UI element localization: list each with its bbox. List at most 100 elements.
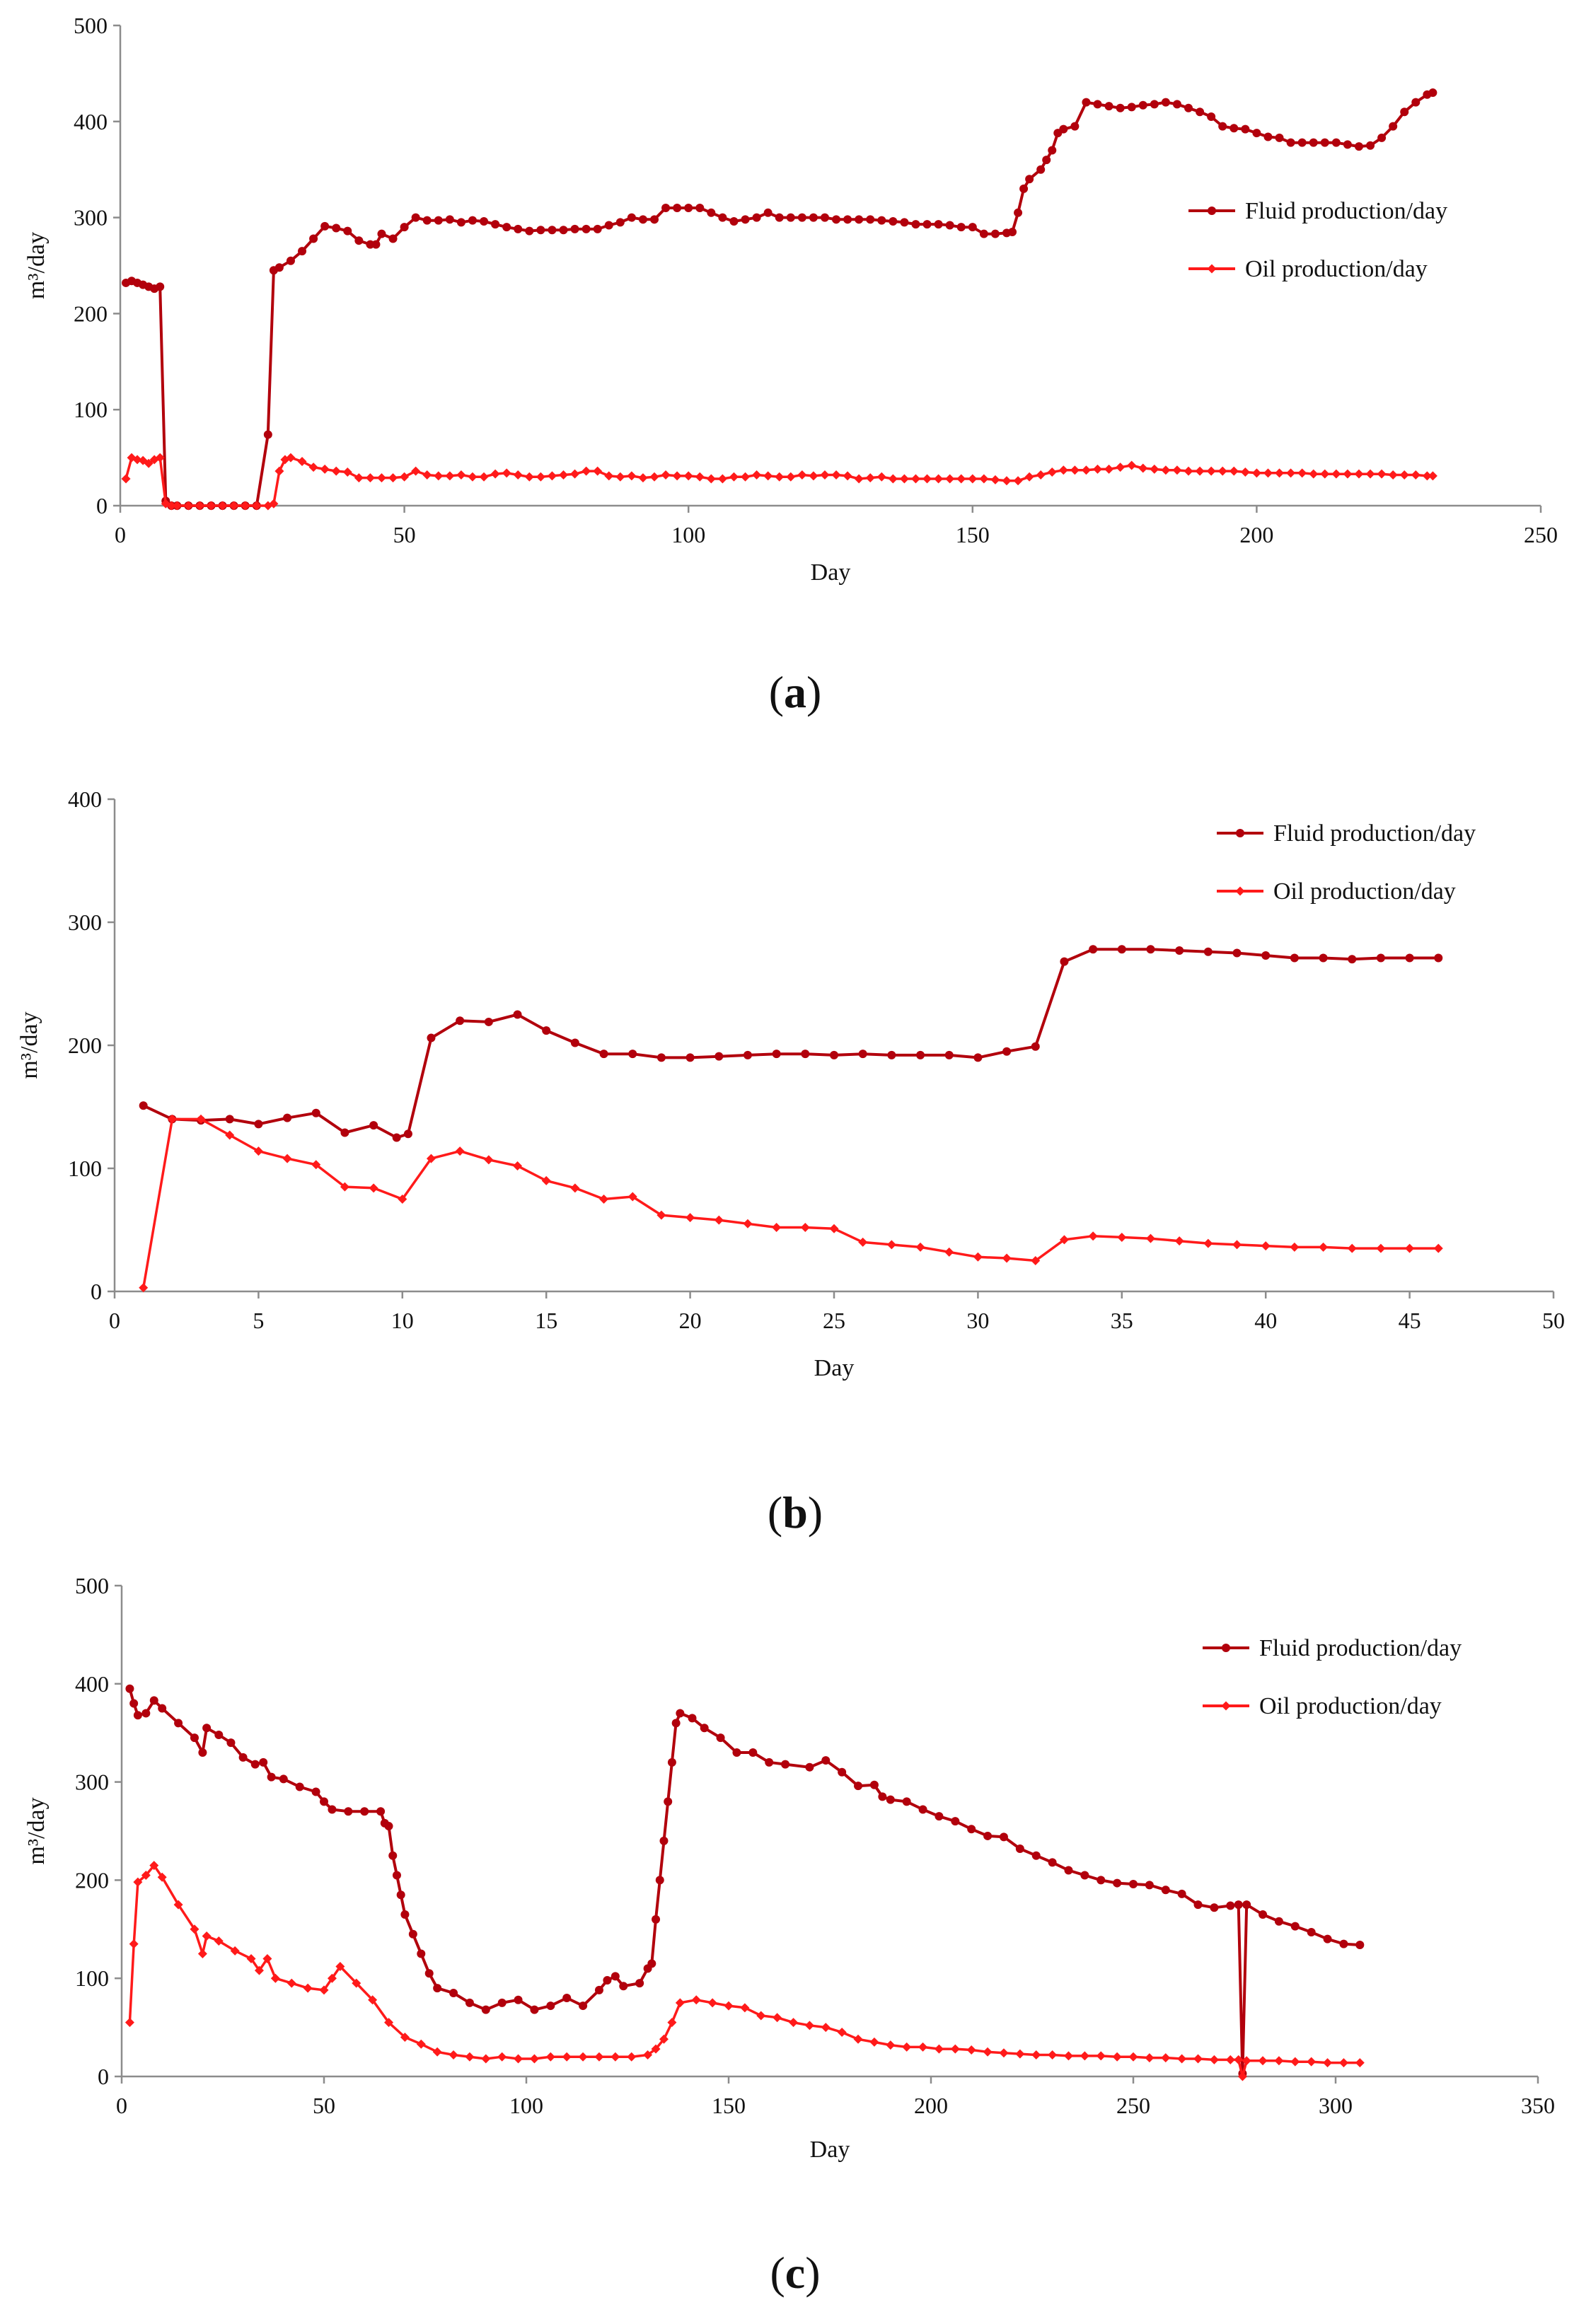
data-point-oil: [1320, 469, 1330, 479]
data-point-oil: [287, 1978, 296, 1988]
data-point-fluid: [667, 1757, 676, 1767]
data-point-oil: [562, 2052, 572, 2062]
data-point-fluid: [1070, 122, 1080, 131]
data-point-fluid: [1230, 124, 1239, 133]
data-point-oil: [246, 1953, 256, 1963]
data-point-fluid: [1104, 102, 1113, 111]
data-point-oil: [468, 472, 478, 482]
panel-caption: (a): [769, 667, 822, 717]
data-point-fluid: [765, 1757, 774, 1767]
data-point-oil: [144, 458, 154, 468]
data-point-oil: [740, 2003, 750, 2013]
legend-label-fluid: Fluid production/day: [1273, 820, 1476, 847]
y-tick-label: 300: [75, 1770, 109, 1795]
data-point-fluid: [878, 1792, 887, 1801]
data-point-fluid: [628, 1050, 637, 1059]
data-point-oil: [910, 474, 920, 484]
data-point-oil: [1297, 468, 1307, 478]
data-point-fluid: [156, 282, 165, 291]
data-point-oil: [685, 1213, 695, 1223]
data-point-fluid: [700, 1724, 709, 1733]
x-tick-label: 25: [823, 1308, 845, 1333]
data-point-fluid: [1428, 88, 1437, 98]
data-point-oil: [659, 2034, 669, 2044]
data-point-oil: [1104, 464, 1114, 474]
data-point-oil: [934, 474, 944, 484]
data-point-oil: [513, 1161, 523, 1171]
data-point-fluid: [417, 1949, 426, 1958]
data-point-fluid: [570, 224, 579, 233]
data-point-oil: [1138, 463, 1148, 473]
data-point-oil: [1232, 1240, 1242, 1250]
data-point-oil: [547, 471, 557, 481]
data-point-oil: [1161, 465, 1171, 475]
data-point-oil: [274, 466, 284, 476]
chart-a: 0 100 200 300 400 500 0 50 100 150 200 250 Day m³/day…: [23, 13, 1558, 717]
data-point-oil: [1240, 467, 1250, 477]
data-point-fluid: [384, 1822, 393, 1831]
data-point-oil: [1209, 2055, 1219, 2064]
data-point-fluid: [411, 213, 420, 222]
y-tick-label: 100: [68, 1156, 102, 1181]
data-point-oil: [172, 501, 182, 511]
data-point-fluid: [1261, 951, 1271, 960]
data-point-oil: [649, 472, 659, 482]
data-point-oil: [1217, 466, 1227, 476]
data-point-oil: [829, 1224, 839, 1233]
data-point-oil: [789, 2018, 799, 2028]
data-point-fluid: [820, 213, 829, 222]
data-point-fluid: [1389, 122, 1398, 131]
data-point-fluid: [1008, 227, 1017, 236]
data-point-oil: [195, 501, 204, 511]
x-axis-title: Day: [810, 2137, 850, 2163]
data-point-fluid: [525, 226, 534, 236]
data-point-fluid: [360, 1807, 369, 1816]
data-point-fluid: [732, 1748, 741, 1757]
data-point-oil: [400, 2032, 410, 2042]
data-point-oil: [253, 1146, 263, 1156]
data-point-fluid: [309, 234, 318, 243]
legend-label-oil: Oil production/day: [1259, 1693, 1442, 1719]
data-point-fluid: [748, 1748, 758, 1757]
data-point-fluid: [830, 1050, 838, 1059]
data-point-fluid: [716, 1733, 725, 1743]
data-point-fluid: [1275, 133, 1284, 142]
data-point-fluid: [214, 1730, 224, 1739]
data-point-oil: [1172, 465, 1182, 475]
data-point-oil: [1261, 1241, 1271, 1251]
data-point-fluid: [655, 1876, 664, 1885]
data-point-fluid: [388, 1851, 398, 1860]
data-point-oil: [311, 1160, 321, 1170]
data-point-fluid: [343, 226, 352, 236]
data-point-oil: [167, 1114, 177, 1124]
data-point-fluid: [902, 1797, 911, 1806]
data-point-oil: [465, 2052, 475, 2062]
legend-marker: [1207, 264, 1217, 274]
data-point-oil: [809, 471, 818, 481]
data-point-fluid: [656, 1053, 666, 1062]
data-point-fluid: [797, 213, 806, 222]
data-point-fluid: [400, 223, 409, 232]
data-point-fluid: [456, 218, 465, 227]
data-point-oil: [763, 471, 773, 481]
data-point-fluid: [254, 1120, 263, 1129]
x-tick-label: 100: [671, 522, 705, 547]
data-point-oil: [944, 1247, 954, 1257]
data-point-oil: [368, 1995, 378, 2005]
data-point-fluid: [1116, 103, 1125, 112]
data-point-fluid: [886, 1795, 895, 1804]
data-point-oil: [1263, 468, 1273, 478]
data-point-oil: [707, 1998, 717, 2008]
data-point-fluid: [945, 221, 954, 230]
data-point-oil: [1080, 2051, 1089, 2061]
data-point-oil: [691, 1995, 701, 2005]
data-point-fluid: [887, 1050, 896, 1059]
data-point-oil: [1399, 470, 1409, 480]
data-point-fluid: [422, 216, 432, 225]
series-line-fluid: [142, 948, 1439, 1139]
data-point-oil: [241, 501, 250, 511]
data-point-fluid: [434, 216, 443, 225]
x-tick-label: 50: [313, 2093, 335, 2118]
data-point-fluid: [125, 1684, 134, 1693]
data-point-oil: [449, 2050, 458, 2059]
